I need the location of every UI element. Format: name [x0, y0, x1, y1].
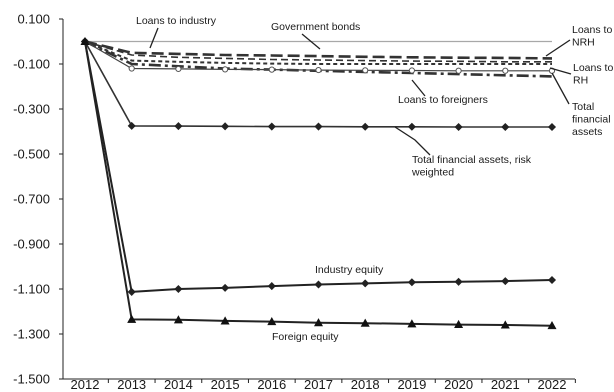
data-point-industry-equity	[174, 284, 183, 294]
data-point-foreign-equity	[313, 318, 324, 327]
x-tick-label: 2018	[351, 377, 380, 392]
y-tick-label: 0.100	[17, 12, 50, 27]
series-line-loans-to-industry	[84, 40, 552, 63]
x-tick-label: 2017	[304, 377, 333, 392]
annotation-leaders	[149, 27, 572, 156]
data-point-total-financial-assets	[222, 66, 229, 73]
data-point-foreign-equity	[80, 36, 90, 46]
data-point-total-financial-assets	[175, 65, 182, 73]
annotation-leader-loans-nrh	[545, 39, 571, 57]
data-point-foreign-equity	[220, 316, 230, 325]
data-point-industry-equity	[361, 279, 370, 288]
series-line-industry-equity	[84, 41, 553, 293]
data-point-foreign-equity	[360, 318, 370, 327]
annotation-label-total-fin-rw: weighted	[411, 167, 454, 179]
data-point-total-financial-assets-risk-weighted	[547, 122, 557, 132]
annotation-leader-loans-rh	[549, 67, 572, 75]
data-point-foreign-equity	[267, 317, 277, 326]
data-point-industry-equity	[454, 277, 463, 286]
y-tick-label: -1.100	[13, 282, 50, 297]
data-point-total-financial-assets-risk-weighted	[407, 122, 416, 131]
data-point-foreign-equity	[547, 321, 557, 330]
y-tick-label: -0.300	[13, 102, 50, 117]
data-point-total-financial-assets-risk-weighted	[314, 122, 323, 131]
annotation-leader-gov-bonds	[301, 33, 321, 50]
data-point-total-financial-assets	[128, 65, 135, 72]
axes: 0.100 -0.100 -0.300 -0.500 -0.700 -0.900 -1.10…	[13, 12, 576, 392]
y-tick-label: -1.500	[13, 372, 50, 387]
y-tick-label: -0.500	[13, 147, 50, 162]
x-tick-label: 2016	[257, 377, 286, 392]
data-point-foreign-equity	[500, 320, 510, 329]
annotation-leader-loans-foreigners	[411, 79, 426, 97]
y-tick-label: -0.100	[13, 57, 50, 72]
x-tick-label: 2012	[71, 377, 100, 392]
data-point-total-financial-assets-risk-weighted	[454, 122, 463, 132]
data-point-total-financial-assets-risk-weighted	[501, 122, 510, 132]
annotation-label-foreign-equity: Foreign equity	[272, 331, 339, 343]
annotation-labels: Loans to industry Government bonds Loans t…	[136, 15, 613, 343]
x-tick-label: 2020	[444, 377, 473, 392]
data-point-foreign-equity	[173, 315, 183, 324]
series-line-loans-to-nrh	[84, 40, 553, 60]
annotation-label-total-fin: financial	[572, 114, 611, 126]
data-point-industry-equity	[407, 278, 416, 287]
data-point-total-financial-assets-risk-weighted	[361, 122, 370, 131]
data-point-total-financial-assets	[362, 67, 369, 74]
data-point-foreign-equity	[407, 319, 417, 328]
annotation-leader-total-fin	[551, 72, 570, 105]
annotation-label-gov-bonds: Government bonds	[271, 21, 360, 33]
data-point-total-financial-assets	[455, 67, 462, 74]
y-tick-label: -0.700	[13, 192, 50, 207]
annotation-label-loans-rh: RH	[573, 75, 588, 87]
data-point-total-financial-assets	[408, 67, 415, 74]
series-line-loans-to-rh	[84, 40, 552, 65]
data-point-total-financial-assets	[315, 66, 322, 74]
data-point-total-financial-assets	[268, 66, 275, 73]
data-point-industry-equity	[501, 277, 510, 286]
data-point-industry-equity	[127, 287, 136, 296]
y-tick-label: -1.300	[13, 327, 50, 342]
data-point-industry-equity	[547, 275, 557, 285]
annotation-label-total-fin: assets	[572, 126, 602, 138]
annotation-label-loans-foreigners: Loans to foreigners	[398, 94, 488, 106]
x-tick-label: 2021	[491, 377, 520, 392]
data-point-total-financial-assets	[502, 67, 509, 74]
data-point-total-financial-assets-risk-weighted	[267, 122, 276, 131]
data-point-industry-equity	[314, 280, 323, 289]
annotation-label-loans-nrh: NRH	[572, 37, 595, 49]
data-point-total-financial-assets-risk-weighted	[221, 122, 230, 131]
x-tick-label: 2015	[211, 377, 240, 392]
annotation-label-total-fin-rw: Total financial assets, risk	[412, 154, 532, 166]
data-point-foreign-equity	[454, 319, 464, 329]
x-tick-label: 2022	[538, 377, 567, 392]
data-point-industry-equity	[221, 283, 230, 292]
x-tick-label: 2019	[397, 377, 426, 392]
data-point-total-financial-assets-risk-weighted	[127, 121, 136, 130]
annotation-label-loans-nrh: Loans to	[572, 24, 612, 36]
x-tick-label: 2013	[117, 377, 146, 392]
data-point-total-financial-assets-risk-weighted	[174, 122, 183, 131]
annotation-leader-loans-industry	[149, 27, 159, 49]
series-markers	[80, 36, 557, 330]
annotation-label-total-fin: Total	[572, 101, 594, 113]
data-point-foreign-equity	[127, 314, 137, 323]
data-point-industry-equity	[267, 282, 276, 291]
annotation-label-loans-rh: Loans to	[573, 62, 613, 74]
annotation-label-loans-industry: Loans to industry	[136, 15, 217, 27]
y-tick-label: -0.900	[13, 237, 50, 252]
annotation-leader-total-fin-rw	[394, 126, 431, 156]
x-tick-label: 2014	[164, 377, 193, 392]
annotation-label-industry-equity: Industry equity	[315, 264, 384, 276]
